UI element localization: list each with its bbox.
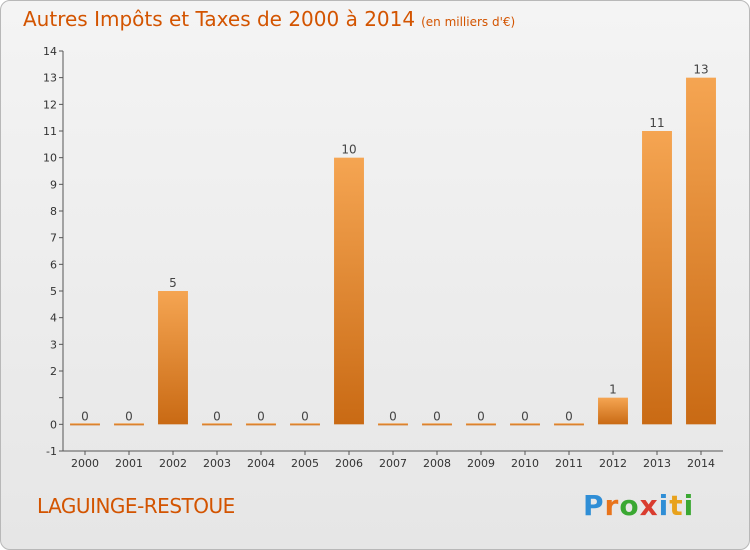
bar bbox=[158, 291, 188, 425]
data-label: 0 bbox=[257, 409, 265, 423]
x-tick-label: 2009 bbox=[467, 457, 495, 470]
x-tick-label: 2000 bbox=[71, 457, 99, 470]
bar bbox=[202, 423, 232, 426]
logo-letter: i bbox=[683, 489, 695, 522]
x-tick-label: 2007 bbox=[379, 457, 407, 470]
bar bbox=[114, 423, 144, 426]
y-tick-label: 7 bbox=[50, 232, 57, 245]
bar bbox=[598, 397, 628, 425]
data-label: 5 bbox=[169, 276, 177, 290]
data-label: 0 bbox=[565, 409, 573, 423]
bar bbox=[378, 423, 408, 426]
logo-letter: t bbox=[669, 489, 684, 522]
y-tick-label: 4 bbox=[50, 312, 57, 325]
data-label: 0 bbox=[301, 409, 309, 423]
y-tick-label: 6 bbox=[50, 258, 57, 271]
y-tick-label: 13 bbox=[43, 72, 57, 85]
chart-title: Autres Impôts et Taxes de 2000 à 2014 (en… bbox=[23, 7, 515, 31]
commune-name: LAGUINGE-RESTOUE bbox=[37, 494, 235, 518]
y-tick-label: 10 bbox=[43, 152, 57, 165]
logo-letter: o bbox=[619, 489, 640, 522]
data-label: 0 bbox=[389, 409, 397, 423]
y-tick-label: -1 bbox=[46, 445, 57, 458]
y-tick-label: 14 bbox=[43, 45, 57, 58]
y-tick-label: 3 bbox=[50, 338, 57, 351]
x-tick-label: 2014 bbox=[687, 457, 715, 470]
data-label: 0 bbox=[213, 409, 221, 423]
logo-letter: r bbox=[604, 489, 620, 522]
y-tick-label: 5 bbox=[50, 285, 57, 298]
x-tick-label: 2011 bbox=[555, 457, 583, 470]
x-tick-label: 2013 bbox=[643, 457, 671, 470]
bar bbox=[642, 131, 672, 425]
x-tick-label: 2001 bbox=[115, 457, 143, 470]
y-tick-label: 12 bbox=[43, 98, 57, 111]
proxiti-logo: Proxiti bbox=[583, 489, 694, 522]
data-label: 1 bbox=[609, 383, 617, 397]
bar bbox=[246, 423, 276, 426]
bar bbox=[554, 423, 584, 426]
y-tick-label: 11 bbox=[43, 125, 57, 138]
x-tick-label: 2005 bbox=[291, 457, 319, 470]
logo-letter: P bbox=[583, 489, 605, 522]
data-label: 0 bbox=[521, 409, 529, 423]
data-label: 11 bbox=[649, 116, 664, 130]
bar bbox=[466, 423, 496, 426]
y-tick-label: 8 bbox=[50, 205, 57, 218]
x-tick-label: 2003 bbox=[203, 457, 231, 470]
data-label: 13 bbox=[693, 63, 708, 77]
x-tick-label: 2002 bbox=[159, 457, 187, 470]
logo-letter: x bbox=[639, 489, 659, 522]
data-label: 0 bbox=[125, 409, 133, 423]
chart-unit: (en milliers d'€) bbox=[421, 15, 516, 29]
data-label: 0 bbox=[81, 409, 89, 423]
data-label: 0 bbox=[477, 409, 485, 423]
chart-title-text: Autres Impôts et Taxes de 2000 à 2014 bbox=[23, 7, 416, 31]
bar bbox=[422, 423, 452, 426]
data-label: 0 bbox=[433, 409, 441, 423]
x-tick-label: 2008 bbox=[423, 457, 451, 470]
x-tick-label: 2006 bbox=[335, 457, 363, 470]
x-tick-label: 2010 bbox=[511, 457, 539, 470]
x-tick-label: 2012 bbox=[599, 457, 627, 470]
y-tick-label: 2 bbox=[50, 365, 57, 378]
bar bbox=[290, 423, 320, 426]
data-label: 10 bbox=[341, 143, 356, 157]
bar bbox=[510, 423, 540, 426]
y-tick-label: 0 bbox=[50, 418, 57, 431]
bar bbox=[70, 423, 100, 426]
bar bbox=[334, 157, 364, 425]
bar bbox=[686, 77, 716, 425]
x-tick-label: 2004 bbox=[247, 457, 275, 470]
y-tick-label: 9 bbox=[50, 178, 57, 191]
logo-letter: i bbox=[658, 489, 670, 522]
